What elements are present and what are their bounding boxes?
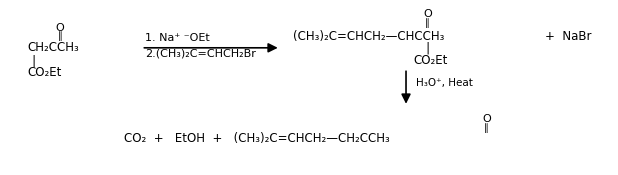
Text: |: | [425,41,430,54]
Text: |: | [32,54,36,67]
Text: CO₂Et: CO₂Et [413,54,447,67]
Text: 1. Na⁺ ⁻OEt: 1. Na⁺ ⁻OEt [145,33,210,43]
Text: ∥: ∥ [425,18,430,28]
Text: ∥: ∥ [484,123,489,133]
Text: ∥: ∥ [57,31,62,41]
Text: +  NaBr: + NaBr [545,30,591,43]
Text: CH₂CCH₃: CH₂CCH₃ [28,41,80,54]
Text: CO₂  +   EtOH  +   (CH₃)₂C=CHCH₂—CH₂CCH₃: CO₂ + EtOH + (CH₃)₂C=CHCH₂—CH₂CCH₃ [124,132,389,145]
Text: O: O [482,114,491,124]
Text: 2.(CH₃)₂C=CHCH₂Br: 2.(CH₃)₂C=CHCH₂Br [145,49,256,59]
Text: O: O [423,9,432,19]
Text: (CH₃)₂C=CHCH₂—CHCCH₃: (CH₃)₂C=CHCH₂—CHCCH₃ [294,30,445,43]
Text: CO₂Et: CO₂Et [28,66,62,79]
Text: O: O [56,23,64,33]
Text: H₃O⁺, Heat: H₃O⁺, Heat [416,78,473,88]
